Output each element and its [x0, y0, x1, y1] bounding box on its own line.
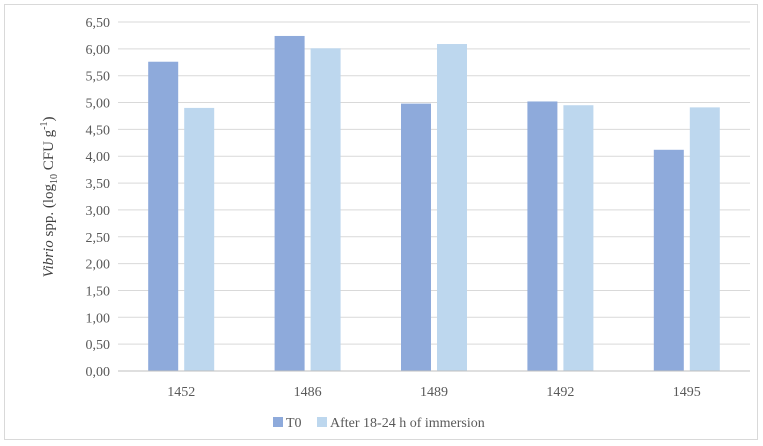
- gridlines: [118, 21, 750, 345]
- bar-after-immersion: [310, 48, 341, 371]
- y-axis-title-italic: Vibrio: [41, 240, 57, 278]
- bar-t0: [653, 149, 684, 371]
- y-tick-label: 1,50: [86, 284, 111, 299]
- bar-after-immersion: [437, 44, 467, 371]
- y-tick-label: 3,00: [86, 204, 111, 219]
- bars: [148, 35, 720, 372]
- y-tick-label: 3,50: [86, 177, 111, 192]
- y-axis-title-close: ): [41, 116, 57, 121]
- x-tick-label: 1489: [420, 385, 448, 400]
- legend-swatch-t0: [273, 417, 283, 427]
- y-tick-label: 6,50: [86, 16, 111, 31]
- y-axis-title-part: spp. (log: [41, 184, 57, 241]
- x-tick-label: 1452: [167, 385, 195, 400]
- x-tick-label: 1495: [673, 385, 701, 400]
- y-axis-title-superscript: -1: [39, 121, 50, 129]
- bar-t0: [401, 103, 431, 371]
- bar-t0: [274, 35, 305, 372]
- legend-label-after-immersion: After 18-24 h of immersion: [330, 416, 485, 431]
- y-tick-label: 4,50: [86, 123, 111, 138]
- bar-after-immersion: [563, 105, 594, 371]
- x-tick-label: 1486: [294, 385, 322, 400]
- bar-after-immersion: [689, 107, 720, 372]
- y-axis-title: Vibrio spp. (log10 CFU g-1): [39, 116, 60, 277]
- y-tick-label: 5,00: [86, 97, 111, 112]
- y-tick-label: 2,50: [86, 231, 111, 246]
- y-tick-label: 6,00: [86, 43, 111, 58]
- y-axis-title-part2: CFU g: [41, 129, 57, 174]
- bar-chart: 0,00 0,50 1,00 1,50 2,00 2,50 3,00 3,50 4,00 4,50…: [39, 16, 750, 431]
- y-tick-label: 2,00: [86, 258, 111, 273]
- y-tick-label: 4,00: [86, 150, 111, 165]
- y-tick-label: 5,50: [86, 70, 111, 85]
- x-tick-label: 1492: [546, 385, 574, 400]
- axes: 0,00 0,50 1,00 1,50 2,00 2,50 3,00 3,50 4,00 4,50…: [86, 16, 750, 400]
- y-tick-label: 0,50: [86, 338, 111, 353]
- y-tick-label: 1,00: [86, 311, 111, 326]
- legend: T0 After 18-24 h of immersion: [273, 416, 485, 431]
- y-axis-title-subscript: 10: [49, 174, 60, 184]
- legend-swatch-after-immersion: [317, 417, 327, 427]
- bar-t0: [148, 61, 179, 372]
- bar-t0: [527, 101, 558, 372]
- y-tick-label: 0,00: [86, 365, 111, 380]
- legend-label-t0: T0: [286, 416, 302, 431]
- bar-after-immersion: [184, 107, 215, 372]
- chart-frame: 0,00 0,50 1,00 1,50 2,00 2,50 3,00 3,50 4,00 4,50…: [4, 4, 758, 440]
